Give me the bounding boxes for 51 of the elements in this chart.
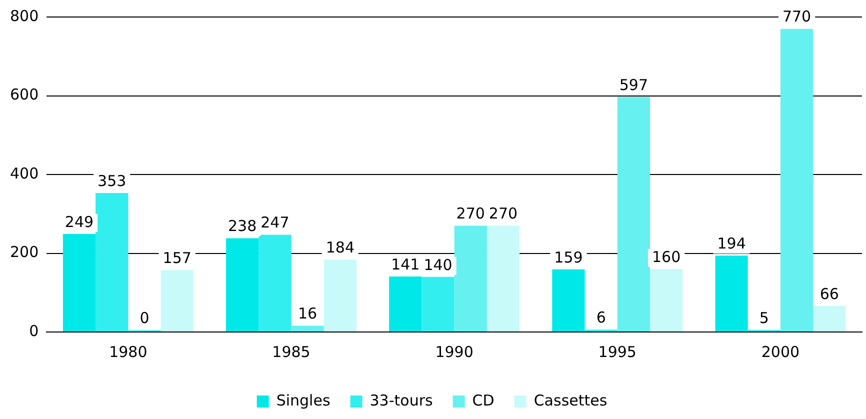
y-tick-label: 200 <box>10 243 39 262</box>
data-label: 194 <box>717 234 746 253</box>
data-label: 270 <box>456 204 485 223</box>
data-label: 66 <box>820 284 839 303</box>
data-label: 5 <box>759 308 769 327</box>
data-label: 247 <box>260 214 290 232</box>
bar <box>160 270 194 332</box>
data-label: 141 <box>391 255 420 274</box>
bar <box>422 276 454 332</box>
x-tick-label: 1995 <box>598 342 636 361</box>
y-tick-label: 800 <box>10 6 39 25</box>
bar <box>813 306 846 332</box>
bar <box>780 28 814 332</box>
bar <box>650 269 683 332</box>
data-label: 0 <box>140 308 150 327</box>
x-tick-label: 1980 <box>109 342 148 361</box>
y-tick-label: 600 <box>10 86 39 104</box>
legend-label: Cassettes <box>534 391 608 410</box>
bar <box>454 226 487 332</box>
bar <box>617 96 650 332</box>
bar <box>389 276 422 332</box>
bar <box>96 193 128 332</box>
bar <box>552 269 585 332</box>
bar <box>291 326 324 332</box>
bar <box>324 260 356 332</box>
bar <box>486 226 520 332</box>
legend-label: 33-tours <box>370 391 433 410</box>
data-label: 16 <box>298 304 318 323</box>
bar <box>258 234 292 332</box>
data-label: 140 <box>424 256 452 274</box>
bar <box>715 256 748 332</box>
legend-label: CD <box>472 391 494 410</box>
data-label: 249 <box>64 212 94 231</box>
data-label: 184 <box>326 238 354 256</box>
data-label: 6 <box>596 308 606 327</box>
y-tick-label: 400 <box>10 164 39 182</box>
x-tick-label: 2000 <box>761 342 800 361</box>
legend-label: Singles <box>276 391 330 410</box>
x-tick-label: 1985 <box>272 342 310 361</box>
bar <box>62 234 96 332</box>
data-label: 157 <box>162 249 192 268</box>
data-label: 238 <box>228 217 257 236</box>
data-label: 770 <box>782 8 812 26</box>
data-label: 159 <box>554 248 583 266</box>
data-label: 160 <box>652 248 681 266</box>
data-label: 353 <box>98 172 126 190</box>
bar <box>226 238 259 332</box>
x-tick-label: 1990 <box>435 342 474 361</box>
data-label: 597 <box>619 76 648 94</box>
data-label: 270 <box>488 204 518 223</box>
y-tick-label: 0 <box>29 322 39 340</box>
